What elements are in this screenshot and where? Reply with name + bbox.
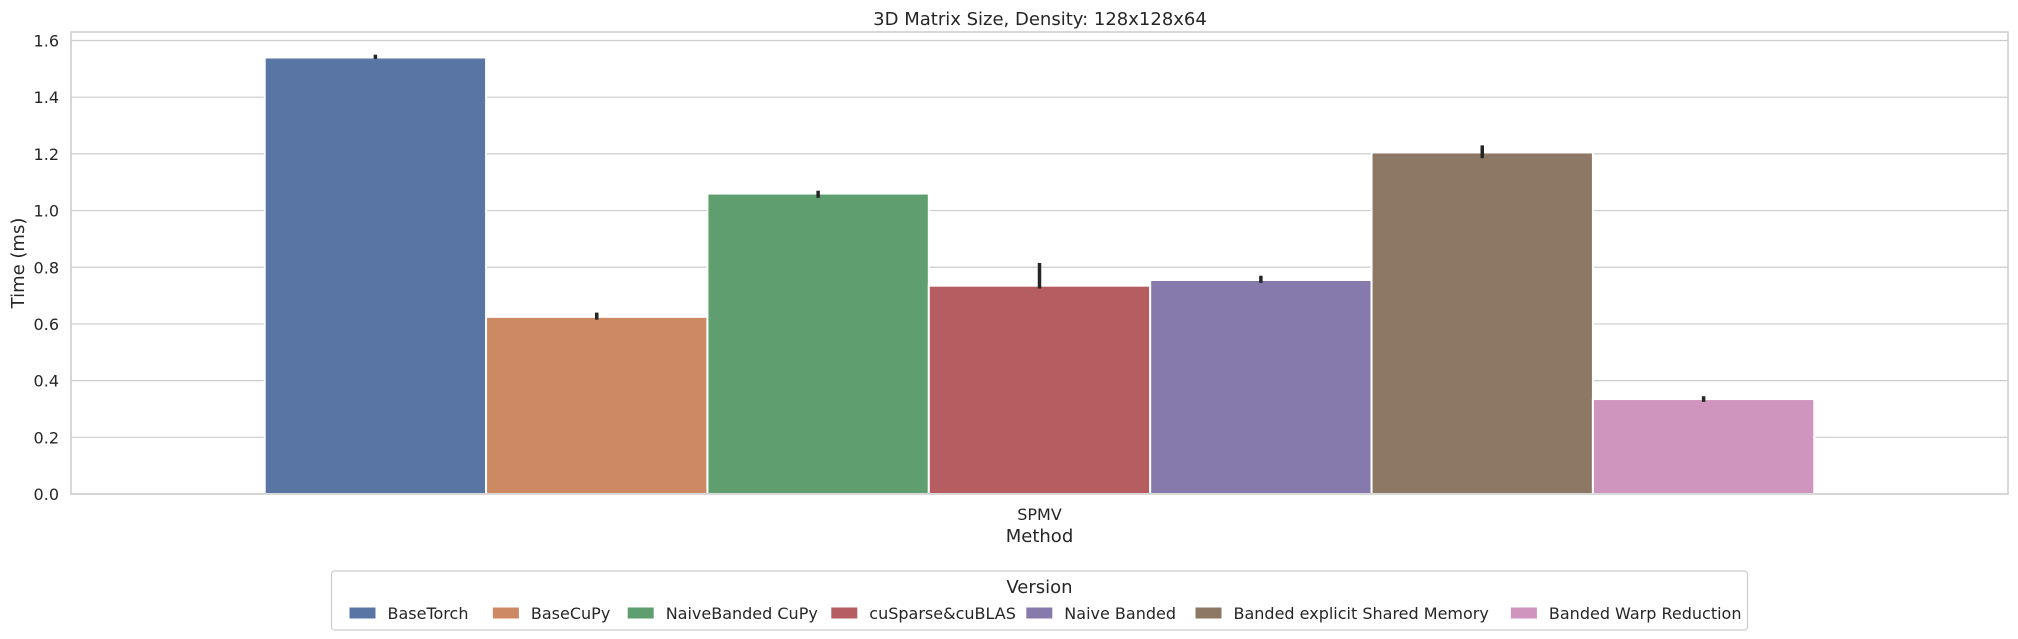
legend-swatch-banded-warp-reduction [1510,607,1537,619]
error-bars [373,54,1706,402]
x-tick-label: SPMV [1017,505,1062,524]
legend-swatch-basetorch [349,607,376,619]
legend-label-cusparse-cublas: cuSparse&cuBLAS [869,604,1016,623]
y-tick-label: 1.6 [34,32,59,51]
bar-cusparse-cublas [927,284,1152,495]
y-tick-label: 0.0 [34,485,59,504]
x-tick-labels: SPMV [1017,505,1062,524]
legend-items: BaseTorch BaseCuPy NaiveBanded CuPy cuSpars… [349,604,1742,623]
y-tick-label: 1.4 [34,88,59,107]
chart-title: 3D Matrix Size, Density: 128x128x64 [873,9,1207,30]
y-axis-label: Time (ms) [8,218,29,310]
legend-swatch-naive-banded [1026,607,1053,619]
legend: Version BaseTorch BaseCuPy NaiveBanded CuP… [330,570,1749,631]
legend-title: Version [1006,577,1072,598]
legend-label-naivebanded-cupy: NaiveBanded CuPy [666,604,818,623]
bar-basecupy [485,315,709,495]
legend-swatch-naivebanded-cupy [627,607,654,619]
bar-banded-warp-reduction [1591,398,1816,495]
bar-naive-banded [1149,279,1373,495]
y-tick-label: 0.2 [34,428,59,447]
legend-frame [330,570,1749,631]
legend-swatch-cusparse-cublas [831,607,858,619]
plot-frame [70,31,2009,495]
legend-label-basecupy: BaseCuPy [531,604,610,623]
bar-banded-explicit-shared-memory [1370,151,1594,496]
y-tick-labels: 0.0 0.2 0.4 0.6 0.8 1.0 1.2 1.4 1.6 [34,32,59,504]
legend-label-naive-banded: Naive Banded [1064,604,1176,623]
x-axis-label: Method [1006,526,1074,547]
y-tick-label: 1.2 [34,145,59,164]
y-tick-label: 0.6 [34,315,59,334]
legend-label-banded-explicit-shared-memory: Banded explicit Shared Memory [1234,604,1489,623]
legend-swatch-banded-explicit-shared-memory [1195,607,1222,619]
bar-naivebanded-cupy [706,192,930,495]
y-tick-label: 0.8 [34,258,59,277]
y-tick-label: 0.4 [34,372,59,391]
bars [263,56,1816,496]
legend-label-basetorch: BaseTorch [388,604,469,623]
legend-label-banded-warp-reduction: Banded Warp Reduction [1549,604,1742,623]
legend-swatch-basecupy [492,607,519,619]
y-tick-label: 1.0 [34,202,59,221]
bar-basetorch [263,56,488,495]
